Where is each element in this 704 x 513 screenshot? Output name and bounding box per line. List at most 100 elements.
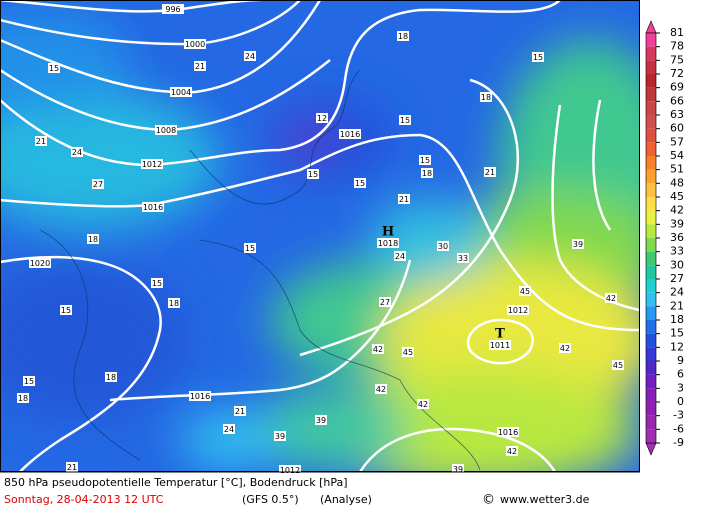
- temperature-label: 27: [93, 180, 103, 189]
- map-field: [1, 1, 639, 471]
- temperature-label: 42: [606, 294, 616, 303]
- temperature-label-box: [71, 147, 83, 157]
- temperature-label: 24: [245, 52, 255, 61]
- temperature-label-box: [419, 155, 431, 165]
- temperature-label-box: [48, 63, 60, 73]
- temperature-label: 24: [224, 425, 234, 434]
- temperature-label: 18: [422, 169, 432, 178]
- legend-tick-label: 33: [670, 245, 684, 258]
- temperature-label-box: [421, 168, 433, 178]
- copyright-symbol: ©: [482, 493, 495, 508]
- temperature-label: 15: [355, 179, 365, 188]
- temperature-label: 42: [373, 345, 383, 354]
- temperature-label-box: [398, 194, 410, 204]
- temperature-label: 18: [481, 93, 491, 102]
- legend-swatch: [646, 115, 656, 129]
- caption-date: Sonntag, 28-04-2013 12 UTC: [4, 493, 164, 506]
- legend-swatch: [646, 74, 656, 88]
- temperature-label: 15: [245, 244, 255, 253]
- temperature-label-box: [437, 241, 449, 251]
- legend-swatch: [646, 46, 656, 61]
- temperature-label-box: [307, 169, 319, 179]
- legend-tick-label: -9: [673, 436, 684, 449]
- temperature-label-box: [223, 424, 235, 434]
- temperature-label-box: [23, 376, 35, 386]
- legend-tick-label: 78: [670, 40, 684, 53]
- temperature-label: 12: [317, 114, 327, 123]
- temperature-label: 42: [507, 447, 517, 456]
- temperature-label: 45: [403, 348, 413, 357]
- legend-tick-label: -3: [673, 409, 684, 422]
- isobar-label-box: [142, 202, 164, 212]
- temperature-label-box: [612, 360, 624, 370]
- isobar-label-box: [162, 4, 184, 14]
- isobar-label-box: [279, 465, 301, 475]
- temperature-label-box: [605, 293, 617, 303]
- legend-swatch: [646, 347, 656, 361]
- temperature-label-box: [274, 431, 286, 441]
- temperature-label: 42: [418, 400, 428, 409]
- temperature-label: 18: [88, 235, 98, 244]
- legend-tick-label: 30: [670, 258, 684, 271]
- legend-swatch: [646, 279, 656, 293]
- isobar-label: 1016: [498, 428, 518, 437]
- color-legend: 8178757269666360575451484542393633302724…: [645, 20, 684, 456]
- temperature-label: 24: [72, 148, 82, 157]
- legend-swatch: [646, 142, 656, 156]
- isobar-label: 1008: [156, 126, 176, 135]
- temperature-label: 39: [316, 416, 326, 425]
- temperature-label: 45: [520, 287, 530, 296]
- temperature-label: 15: [420, 156, 430, 165]
- temperature-label-box: [244, 51, 256, 61]
- legend-swatch: [646, 361, 656, 375]
- legend-swatch: [646, 87, 656, 102]
- temperature-label-box: [397, 31, 409, 41]
- legend-swatch: [646, 238, 656, 252]
- legend-tick-label: 12: [670, 340, 684, 353]
- isobar-label-box: [184, 39, 206, 49]
- legend-tick-label: 6: [677, 368, 684, 381]
- legend-tick-label: 3: [677, 381, 684, 394]
- temperature-label-box: [168, 298, 180, 308]
- temperature-label-box: [572, 239, 584, 249]
- legend-tick-label: 15: [670, 327, 684, 340]
- legend-swatch: [646, 251, 656, 266]
- temperature-label-box: [394, 251, 406, 261]
- legend-swatch: [646, 402, 656, 416]
- legend-swatch: [646, 169, 656, 184]
- isobar-label: 1012: [142, 160, 162, 169]
- temperature-label-box: [519, 286, 531, 296]
- temperature-label: 30: [438, 242, 448, 251]
- temperature-label-box: [92, 179, 104, 189]
- temperature-label: 21: [195, 62, 205, 71]
- caption-model: (GFS 0.5°): [242, 493, 299, 506]
- legend-swatch: [646, 197, 656, 211]
- isobar-label-box: [29, 258, 51, 268]
- pressure-center-value-box: [377, 238, 399, 248]
- legend-swatch: [646, 265, 656, 279]
- legend-tick-label: -6: [673, 422, 684, 435]
- pressure-center-symbol: H: [382, 225, 394, 240]
- legend-swatch: [646, 429, 656, 443]
- legend-tick-label: 63: [670, 108, 684, 121]
- legend-tick-label: 48: [670, 176, 684, 189]
- temperature-label: 24: [395, 252, 405, 261]
- legend-tick-label: 36: [670, 231, 684, 244]
- temperature-label-box: [399, 115, 411, 125]
- temperature-label-box: [234, 406, 246, 416]
- temperature-label: 15: [533, 53, 543, 62]
- legend-tick-label: 72: [670, 67, 684, 80]
- temperature-label: 21: [36, 137, 46, 146]
- legend-swatch: [646, 306, 656, 320]
- temperature-label-box: [452, 464, 464, 474]
- legend-swatch: [646, 101, 656, 115]
- isobar-label-box: [141, 159, 163, 169]
- legend-swatch: [646, 292, 656, 307]
- isobar-label-box: [497, 427, 519, 437]
- temperature-label: 21: [399, 195, 409, 204]
- legend-tick-label: 42: [670, 204, 684, 217]
- pressure-center-symbol: T: [495, 327, 505, 342]
- temperature-label: 15: [24, 377, 34, 386]
- temperature-label-box: [480, 92, 492, 102]
- temperature-label: 42: [376, 385, 386, 394]
